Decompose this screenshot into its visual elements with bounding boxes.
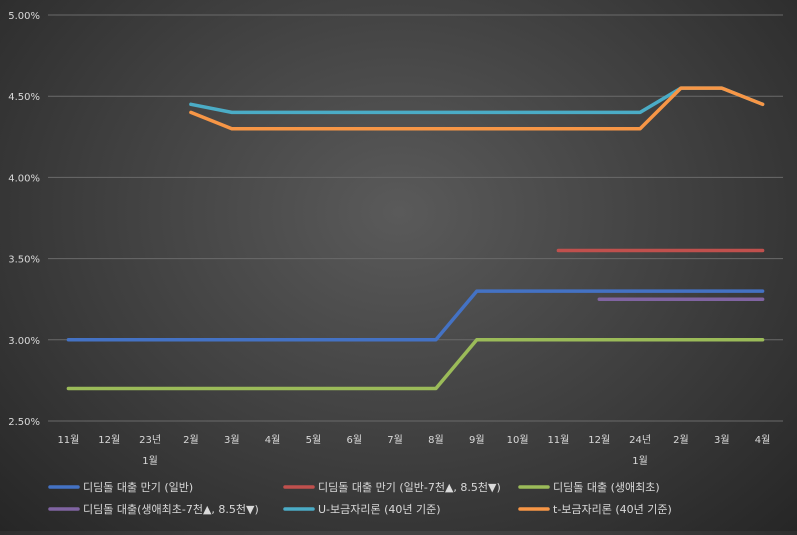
series-line-5: [189, 86, 765, 115]
y-tick-label: 3.00%: [8, 336, 40, 347]
x-tick-label: 4월: [265, 434, 281, 446]
series-lines: [66, 86, 765, 391]
x-tick-label: 5월: [306, 434, 322, 446]
legend-entry-label: 디딤돌 대출(생애최초-7천▲, 8.5천▼): [83, 502, 259, 516]
x-tick-label: 2월: [673, 434, 689, 446]
legend-entry-label: 디딤돌 대출 만기 (일반): [83, 480, 193, 494]
x-tick-label: 7월: [387, 434, 403, 446]
legend-entry-label: 디딤돌 대출 만기 (일반-7천▲, 8.5천▼): [318, 480, 501, 494]
x-tick-label: 4월: [755, 434, 771, 446]
x-axis: 11월 12월 23년 2월 3월 4월 5월 6월 7월 8월 9월 10월 11월 12월 24년 2월 3…: [57, 434, 770, 467]
y-tick-label: 4.00%: [8, 173, 40, 184]
series-line-3: [66, 338, 765, 391]
x-tick-label: 10월: [507, 434, 529, 446]
legend-entry-label: t-보금자리론 (40년 기준): [553, 503, 672, 516]
y-tick-label: 3.50%: [8, 255, 40, 266]
legend-entry-label: U-보금자리론 (40년 기준): [318, 503, 441, 516]
y-axis: 2.50% 3.00% 3.50% 4.00% 4.50% 5.00%: [8, 11, 40, 428]
y-tick-label: 5.00%: [8, 11, 40, 22]
gridlines: [48, 14, 783, 422]
x-tick-label: 12월: [588, 434, 610, 446]
legend: 디딤돌 대출 만기 (일반) 디딤돌 대출 만기 (일반-7천▲, 8.5천▼) 디…: [48, 480, 672, 516]
legend-entry-label: 디딤돌 대출 (생애최초): [553, 481, 660, 494]
y-tick-label: 4.50%: [8, 92, 40, 103]
x-tick-label: 11월: [57, 434, 79, 446]
x-tick-label: 23년: [139, 434, 161, 446]
x-tick-label: 11월: [547, 434, 569, 446]
x-tick-sublabel: 1월: [142, 455, 158, 467]
x-tick-label: 12월: [98, 434, 120, 446]
series-line-6: [189, 86, 765, 131]
x-tick-label: 24년: [629, 434, 651, 446]
series-line-1: [66, 289, 765, 342]
x-tick-label: 2월: [183, 434, 199, 446]
x-tick-label: 6월: [346, 434, 362, 446]
x-tick-sublabel: 1월: [632, 455, 648, 467]
x-tick-label: 3월: [224, 434, 240, 446]
x-tick-label: 8월: [428, 434, 444, 446]
x-tick-label: 9월: [469, 434, 485, 446]
x-tick-label: 3월: [714, 434, 730, 446]
y-tick-label: 2.50%: [8, 417, 40, 428]
